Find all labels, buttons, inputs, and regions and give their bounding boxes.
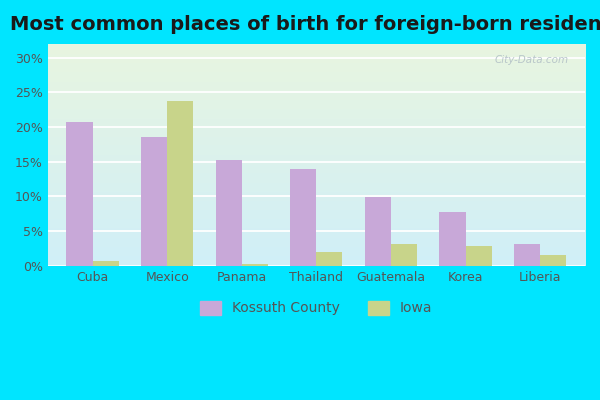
Text: City-Data.com: City-Data.com: [495, 55, 569, 65]
Title: Most common places of birth for foreign-born residents: Most common places of birth for foreign-…: [10, 15, 600, 34]
Legend: Kossuth County, Iowa: Kossuth County, Iowa: [195, 295, 438, 321]
Bar: [92, 261, 119, 266]
Bar: [215, 160, 242, 266]
Bar: [141, 138, 167, 266]
Bar: [167, 102, 193, 266]
Bar: [514, 244, 540, 266]
Bar: [365, 197, 391, 266]
Bar: [67, 122, 92, 266]
Bar: [391, 244, 417, 266]
Bar: [466, 246, 492, 266]
Bar: [316, 252, 343, 266]
Bar: [290, 169, 316, 266]
Bar: [540, 255, 566, 266]
Bar: [242, 264, 268, 266]
Bar: [439, 212, 466, 266]
